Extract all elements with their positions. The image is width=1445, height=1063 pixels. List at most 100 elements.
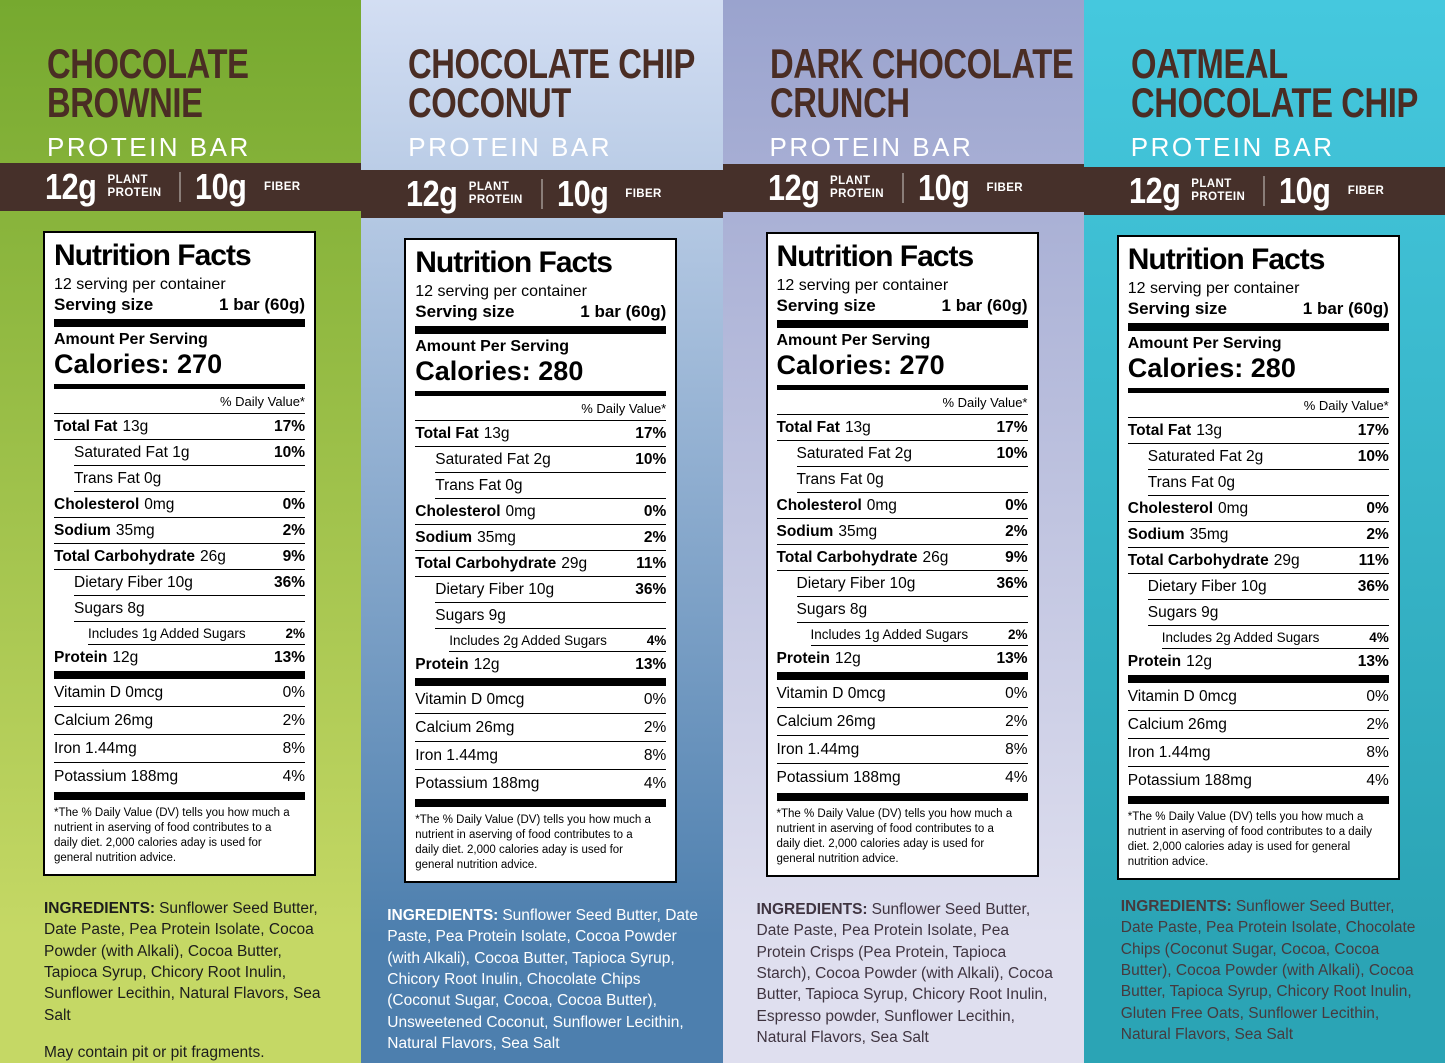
thick-rule [1127,675,1389,683]
thick-rule [776,320,1028,328]
amount-per-serving: Amount Per Serving [1127,335,1282,352]
flavor-panel: CHOCOLATE BROWNIE PROTEIN BAR 12g PLANT … [0,0,362,1063]
flavor-title-line2: CRUNCH [769,78,910,126]
nutrient-row-sugars: Sugars 8g [74,596,305,622]
ingredients: INGREDIENTS: Sunflower Seed Butter, Date … [44,898,337,1026]
nutrient-row-cholesterol: Cholesterol 0mg 0% [415,499,667,525]
plant-protein-value: 12g [45,166,97,207]
flavor-title: DARK CHOCOLATE CRUNCH [769,43,1074,126]
thick-rule [54,792,305,800]
daily-value-footnote: *The % Daily Value (DV) tells you how mu… [1127,811,1372,868]
serving-size-row: Serving size 1 bar (60g) [1128,298,1389,323]
vitamin-row-iron: Iron 1.44mg 8% [54,735,305,763]
ingredients-text: Sunflower Seed Butter, Date Paste, Pea P… [387,906,698,1052]
protein-bar-subtitle: PROTEIN BAR [769,132,974,163]
fiber-label: FIBER [264,180,301,193]
flavor-title-line2: BROWNIE [47,78,203,126]
nutrient-row-dietary-fiber: Dietary Fiber 10g 36% [74,570,305,596]
nutrient-row-protein: Protein 12g 13% [1127,653,1389,670]
fiber-value: 10g [1279,170,1331,211]
thick-rule [54,319,305,327]
medium-rule [54,384,305,389]
nutrient-row-added-sugars: Includes 2g Added Sugars 4% [449,629,667,652]
protein-bar-subtitle: PROTEIN BAR [408,132,612,163]
nutrient-row-total-fat: Total Fat 13g 17% [776,415,1028,441]
serving-size-row: Serving size 1 bar (60g) [54,294,305,319]
thick-rule [776,793,1028,801]
flavor-title: CHOCOLATE CHIP COCONUT [408,43,695,126]
nutrient-row-added-sugars: Includes 1g Added Sugars 2% [88,622,305,645]
vitamin-row-vitamin-d: Vitamin D 0mcg 0% [776,680,1028,708]
medium-rule [776,385,1028,390]
plant-protein-label: PLANT PROTEIN [469,181,523,207]
ingredients-label: INGREDIENTS: [756,900,868,918]
flavor-title-line2: COCONUT [408,78,572,126]
nutrient-row-sodium: Sodium 35mg 2% [415,525,667,551]
stats-band: 12g PLANT PROTEIN 10g FIBER [1083,167,1445,215]
nutrient-row-total-carbohydrate: Total Carbohydrate 26g 9% [54,544,305,570]
fiber-label: FIBER [625,187,662,200]
nutrient-row-total-fat: Total Fat 13g 17% [415,421,667,447]
allergen-text: May contain pit or pit fragments. [44,1044,265,1061]
band-divider [179,172,182,202]
vitamin-row-calcium: Calcium 26mg 2% [415,714,667,742]
nutrient-row-cholesterol: Cholesterol 0mg 0% [1127,496,1389,522]
panel-header: CHOCOLATE BROWNIE PROTEIN BAR [0,0,361,163]
nutrient-row-sugars: Sugars 8g [796,597,1028,623]
ingredients: INGREDIENTS: Sunflower Seed Butter, Date … [1121,896,1421,1046]
flavor-title: OATMEAL CHOCOLATE CHIP [1130,40,1418,123]
daily-value-header: % Daily Value* [776,390,1028,415]
thick-rule [776,672,1028,680]
amount-per-serving: Amount Per Serving [776,332,931,349]
nutrition-facts-title: Nutrition Facts [415,246,613,279]
ingredients-text: Sunflower Seed Butter, Date Paste, Pea P… [756,900,1053,1046]
plant-label-line2: PROTEIN [830,188,884,200]
thick-rule [415,678,667,686]
vitamin-row-iron: Iron 1.44mg 8% [415,742,667,770]
medium-rule [415,391,667,396]
flavor-title-line1: OATMEAL [1130,40,1288,87]
nutrient-row-dietary-fiber: Dietary Fiber 10g 36% [796,571,1028,597]
calories-value: Calories: 270 [54,349,223,379]
nutrition-facts-title: Nutrition Facts [54,239,252,272]
servings-per-container: 12 serving per container [1127,280,1300,297]
vitamin-row-potassium: Potassium 188mg 4% [776,769,1028,786]
nutrient-row-dietary-fiber: Dietary Fiber 10g 36% [435,577,667,603]
fiber-value: 10g [917,167,970,208]
nutrient-row-sodium: Sodium 35mg 2% [54,518,305,544]
ingredients: INGREDIENTS: Sunflower Seed Butter, Date … [387,905,702,1055]
daily-value-header: % Daily Value* [415,396,667,421]
vitamin-row-vitamin-d: Vitamin D 0mcg 0% [54,679,305,707]
vitamin-row-calcium: Calcium 26mg 2% [776,708,1028,736]
flavor-panel: OATMEAL CHOCOLATE CHIP PROTEIN BAR 12g P… [1083,0,1445,1063]
daily-value-footnote: *The % Daily Value (DV) tells you how mu… [415,814,651,871]
vitamin-row-iron: Iron 1.44mg 8% [1127,739,1389,767]
ingredients-text: Sunflower Seed Butter, Date Paste, Pea P… [44,899,321,1024]
band-divider [901,173,904,203]
daily-value-footnote: *The % Daily Value (DV) tells you how mu… [54,807,290,864]
nutrient-row-trans-fat: Trans Fat 0g [74,466,305,492]
nutrient-row-dietary-fiber: Dietary Fiber 10g 36% [1147,574,1389,600]
nutrient-row-saturated-fat: Saturated Fat 1g 10% [74,440,305,466]
stats-band: 12g PLANT PROTEIN 10g FIBER [722,164,1084,212]
thick-rule [1127,796,1389,804]
nutrition-facts-title: Nutrition Facts [776,240,975,273]
nutrition-facts-title: Nutrition Facts [1127,243,1326,276]
thick-rule [415,799,667,807]
ingredients: INGREDIENTS: Sunflower Seed Butter, Date … [757,899,1060,1049]
plant-protein-value: 12g [1128,170,1181,211]
allergen-note: May contain pit or pit fragments. [44,1044,337,1062]
serving-size-row: Serving size 1 bar (60g) [415,301,666,326]
nutrient-row-protein: Protein 12g 13% [54,649,305,666]
protein-bar-subtitle: PROTEIN BAR [47,132,251,163]
plant-label-line1: PLANT [830,175,871,188]
serving-size-value: 1 bar (60g) [941,296,1028,315]
serving-size-value: 1 bar (60g) [1302,299,1389,318]
daily-value-header: % Daily Value* [1127,393,1389,418]
nutrient-row-saturated-fat: Saturated Fat 2g 10% [796,441,1028,467]
serving-size-row: Serving size 1 bar (60g) [777,295,1028,320]
vitamin-row-potassium: Potassium 188mg 4% [415,775,667,792]
calories-value: Calories: 280 [415,356,584,386]
flavor-title-line1: CHOCOLATE [47,40,249,87]
vitamin-row-vitamin-d: Vitamin D 0mcg 0% [1127,683,1389,711]
